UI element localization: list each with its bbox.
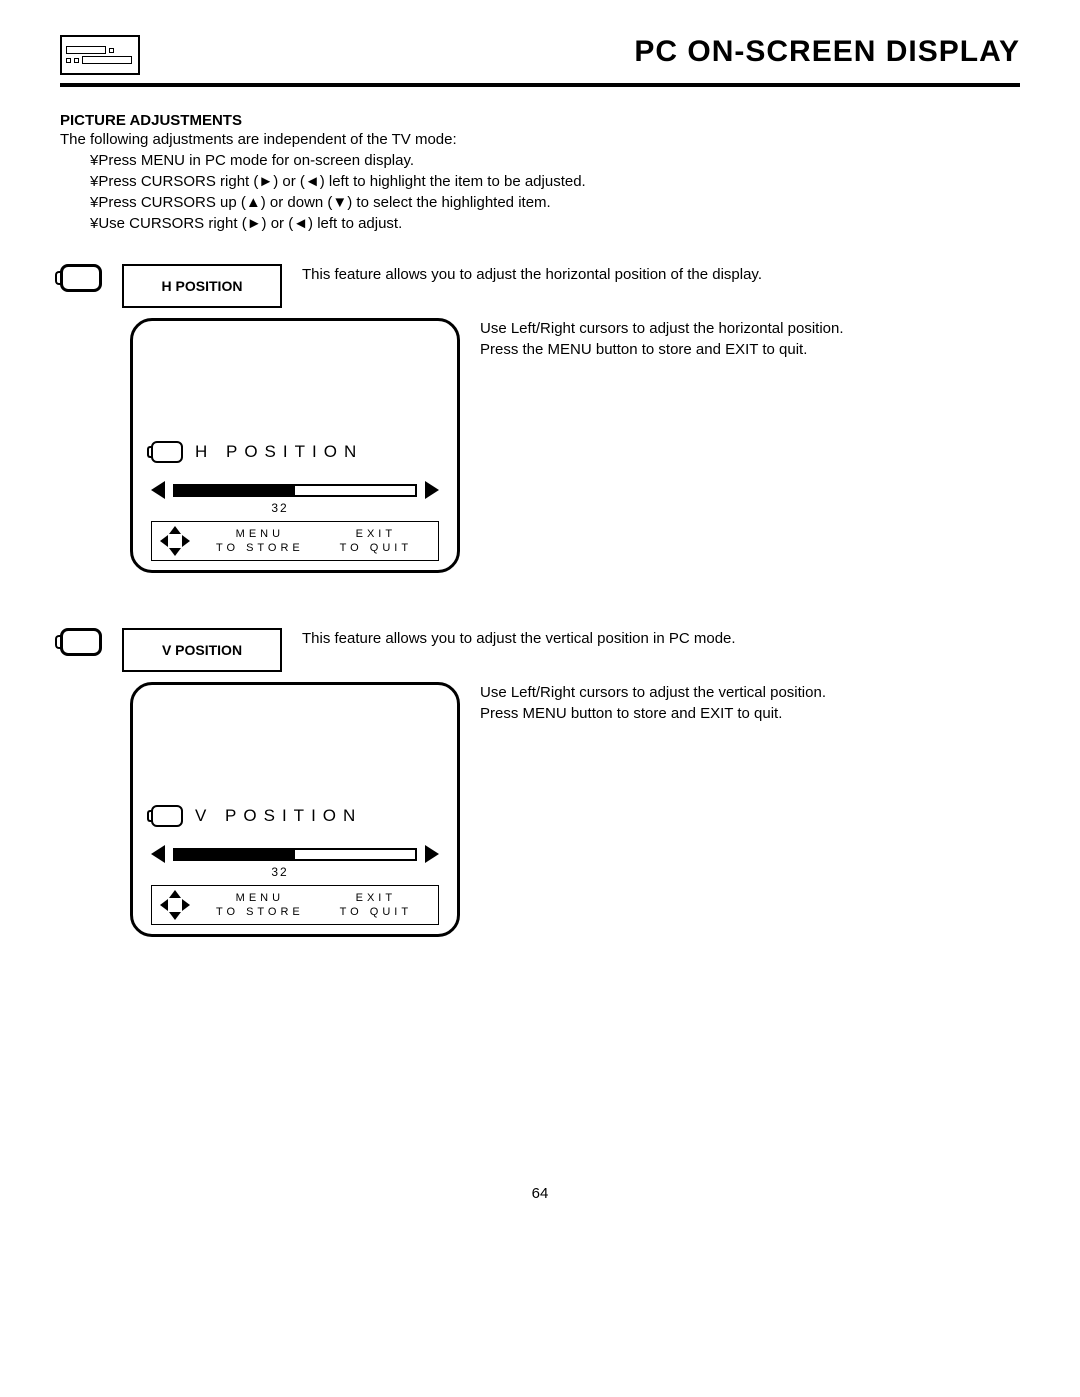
- feature-row: H POSITION This feature allows you to ad…: [60, 264, 1020, 308]
- osd-screen: H POSITION 32 MENU TO STORE: [130, 318, 460, 573]
- slider-value: 32: [121, 501, 439, 515]
- page-header: PC ON-SCREEN DISPLAY: [60, 35, 1020, 87]
- osd-screen: V POSITION 32 MENU TO STORE: [130, 682, 460, 937]
- screen-row: V POSITION 32 MENU TO STORE: [130, 682, 1020, 937]
- tostore-label: TO STORE: [216, 541, 304, 555]
- tv-icon: [60, 628, 102, 656]
- slider-track: [173, 848, 417, 861]
- bullet-list: ¥Press MENU in PC mode for on-screen dis…: [60, 150, 1020, 234]
- menu-label: MENU: [216, 891, 304, 905]
- osd-title: V POSITION: [195, 806, 362, 826]
- bullet-item: ¥Press MENU in PC mode for on-screen dis…: [90, 150, 1020, 171]
- arrow-right-icon: [425, 845, 439, 863]
- side-text: Use Left/Right cursors to adjust the hor…: [480, 318, 844, 360]
- arrow-right-icon: [425, 481, 439, 499]
- toquit-label: TO QUIT: [340, 905, 412, 919]
- section-intro: The following adjustments are independen…: [60, 131, 1020, 148]
- tostore-label: TO STORE: [216, 905, 304, 919]
- slider-fill: [175, 486, 295, 495]
- page-number: 64: [532, 1185, 549, 1202]
- osd-footer: MENU TO STORE EXIT TO QUIT: [151, 521, 439, 561]
- feature-desc: This feature allows you to adjust the ho…: [302, 264, 762, 283]
- bullet-item: ¥Press CURSORS right (►) or (◄) left to …: [90, 171, 1020, 192]
- arrow-left-icon: [151, 845, 165, 863]
- menu-label: MENU: [216, 527, 304, 541]
- osd-footer: MENU TO STORE EXIT TO QUIT: [151, 885, 439, 925]
- device-icon: [60, 35, 140, 75]
- screen-row: H POSITION 32 MENU TO STORE: [130, 318, 1020, 573]
- slider-track: [173, 484, 417, 497]
- tv-icon: [60, 264, 102, 292]
- bullet-item: ¥Use CURSORS right (►) or (◄) left to ad…: [90, 213, 1020, 234]
- bullet-item: ¥Press CURSORS up (▲) or down (▼) to sel…: [90, 192, 1020, 213]
- feature-desc: This feature allows you to adjust the ve…: [302, 628, 736, 647]
- feature-row: V POSITION This feature allows you to ad…: [60, 628, 1020, 672]
- slider: [151, 845, 439, 863]
- slider-fill: [175, 850, 295, 859]
- exit-label: EXIT: [340, 891, 412, 905]
- arrow-left-icon: [151, 481, 165, 499]
- dpad-icon: [160, 890, 190, 920]
- page-title: PC ON-SCREEN DISPLAY: [634, 35, 1020, 69]
- dpad-icon: [160, 526, 190, 556]
- tv-icon: [151, 441, 183, 463]
- tv-icon: [151, 805, 183, 827]
- slider-value: 32: [121, 865, 439, 879]
- side-text: Use Left/Right cursors to adjust the ver…: [480, 682, 826, 724]
- feature-label: V POSITION: [122, 628, 282, 672]
- section-heading: PICTURE ADJUSTMENTS: [60, 112, 1020, 129]
- exit-label: EXIT: [340, 527, 412, 541]
- feature-label: H POSITION: [122, 264, 282, 308]
- toquit-label: TO QUIT: [340, 541, 412, 555]
- osd-title: H POSITION: [195, 442, 363, 462]
- slider: [151, 481, 439, 499]
